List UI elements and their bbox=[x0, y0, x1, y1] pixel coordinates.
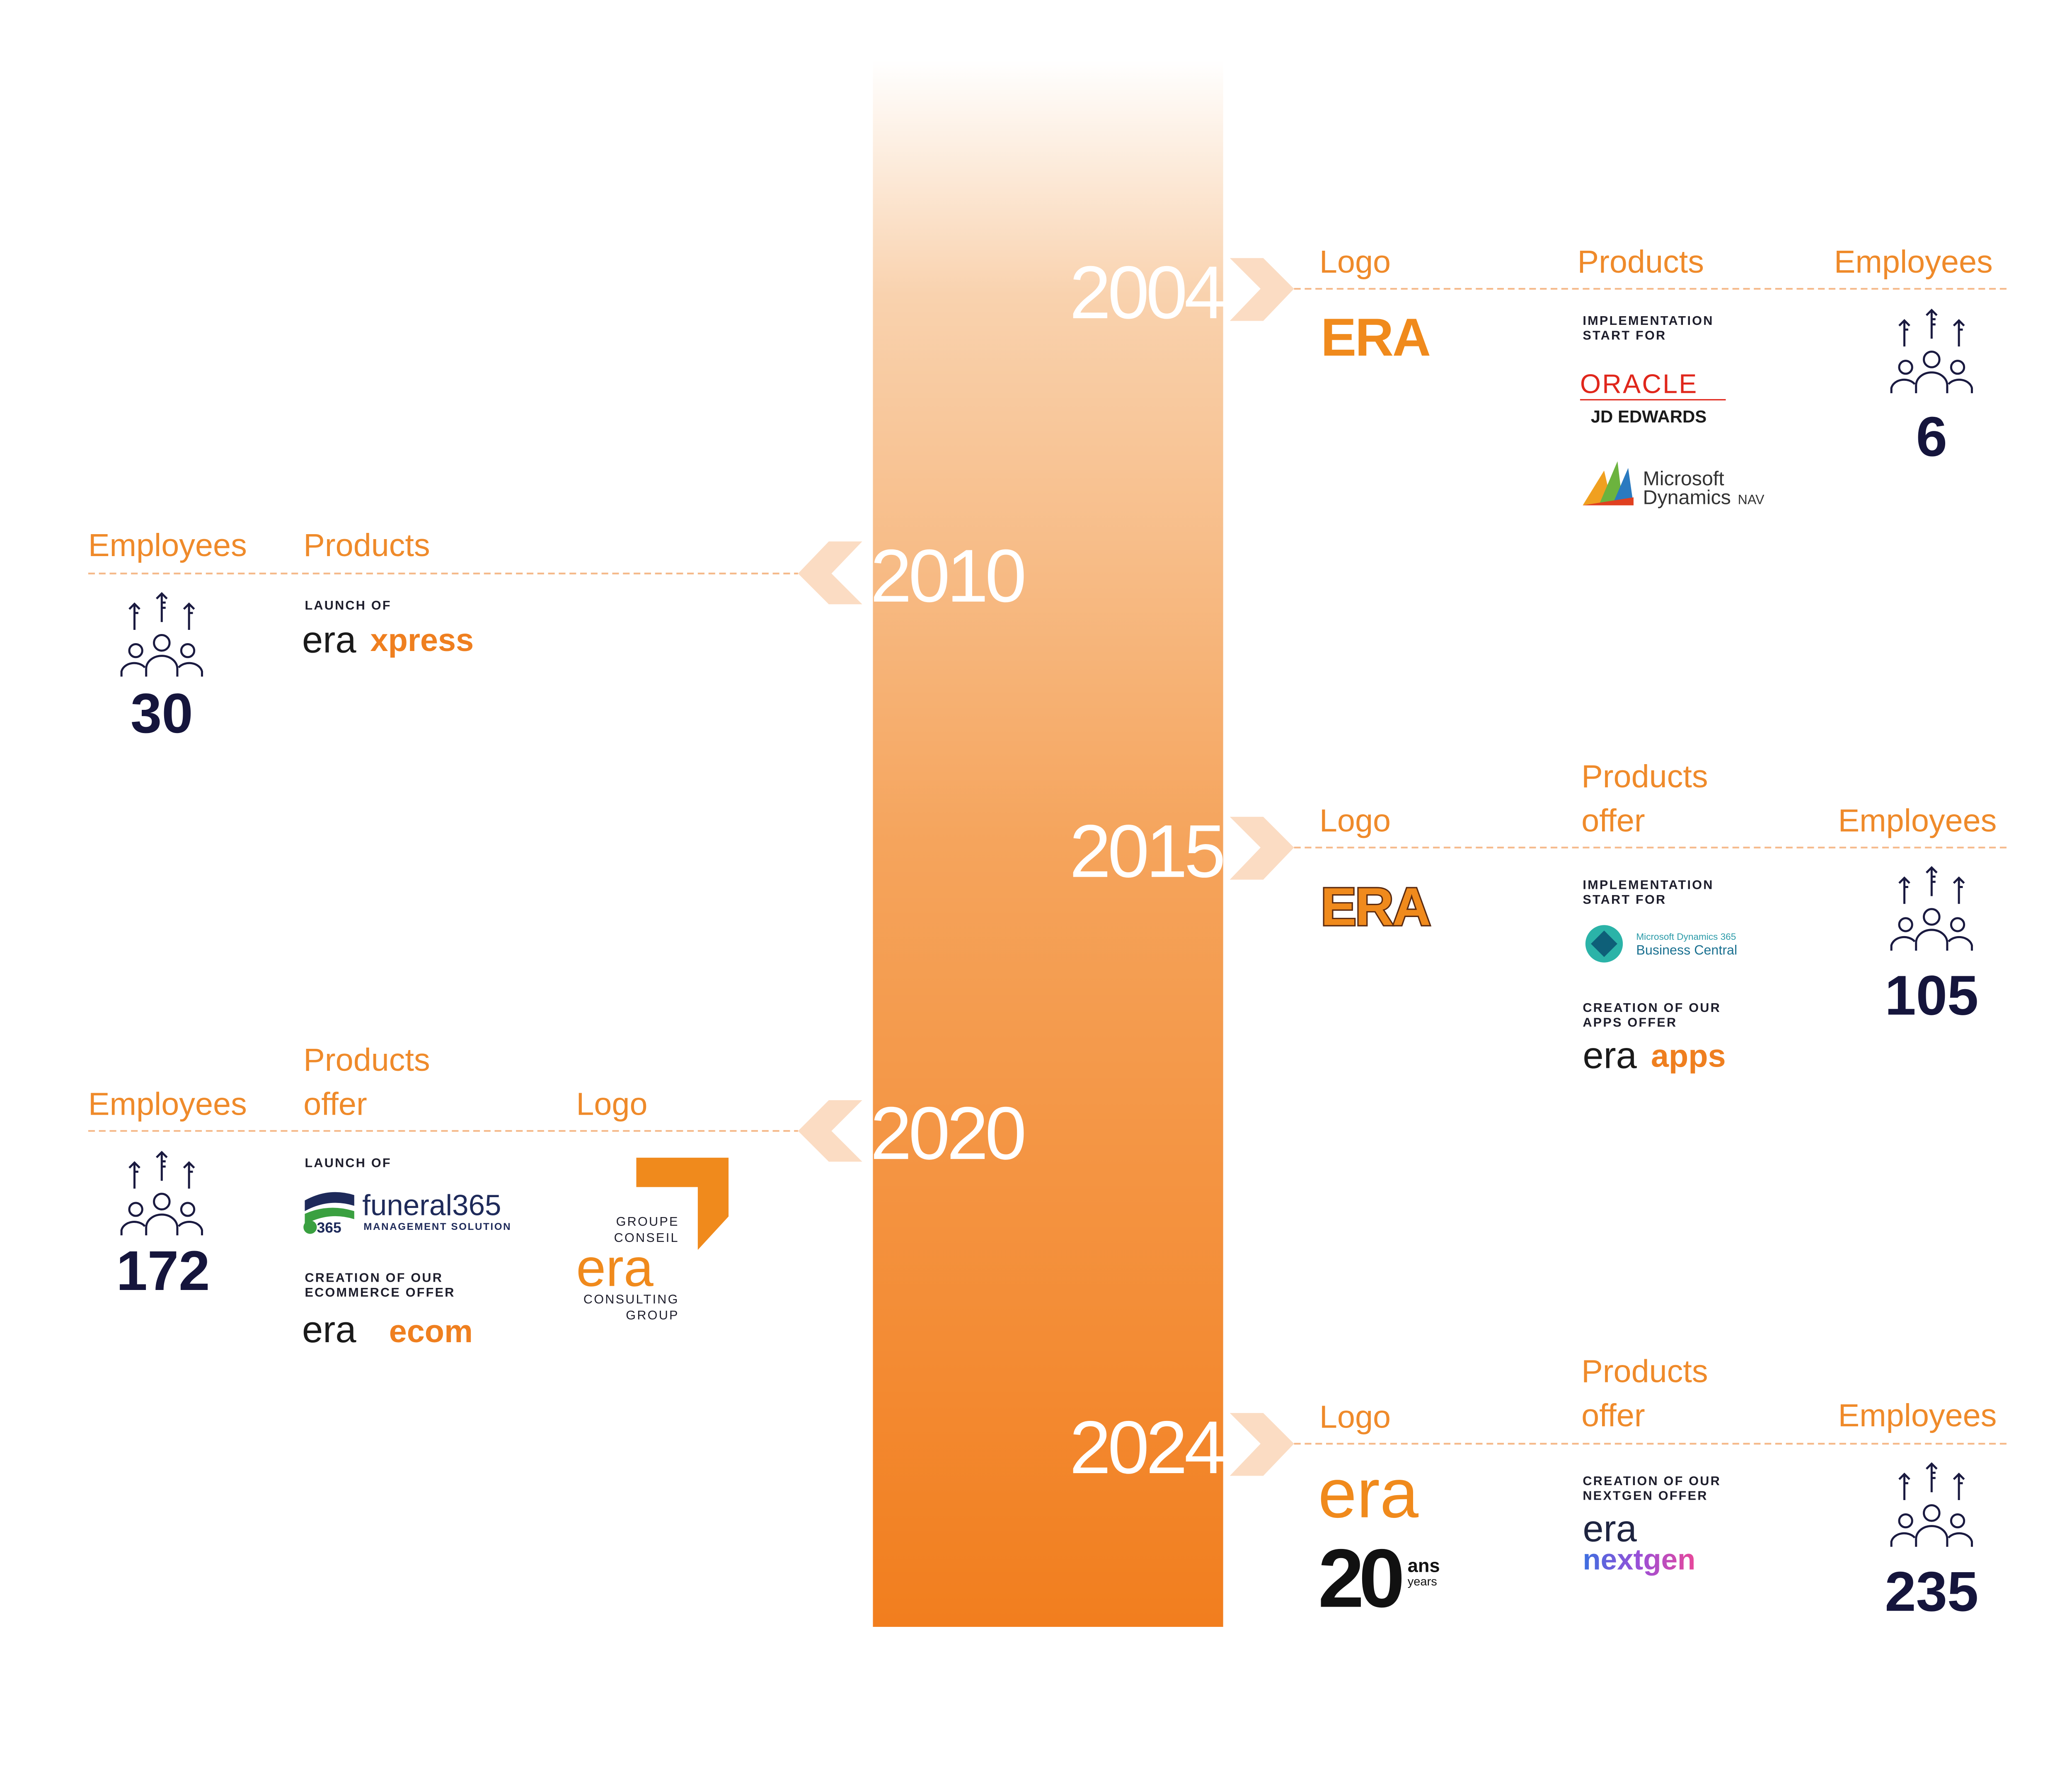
employees-icon bbox=[121, 593, 202, 677]
caption: IMPLEMENTATION bbox=[1583, 314, 1714, 328]
bc-text: Microsoft Dynamics 365 bbox=[1636, 932, 1736, 942]
year: 2015 bbox=[1070, 809, 1226, 893]
caption: CREATION OF OUR bbox=[305, 1271, 443, 1285]
caption: START FOR bbox=[1583, 329, 1666, 343]
logo-text: GROUPE bbox=[616, 1215, 679, 1229]
heading: Products bbox=[1577, 244, 1704, 280]
heading: offer bbox=[1581, 803, 1645, 839]
oracle-logo: ORACLE bbox=[1580, 369, 1698, 399]
employees-icon bbox=[1891, 1464, 1972, 1547]
heading: Employees bbox=[1838, 1398, 1997, 1433]
logo-anniversary: 20 bbox=[1318, 1532, 1402, 1625]
timeline-bar bbox=[873, 60, 1223, 1627]
brand: era bbox=[302, 619, 356, 661]
product: ecom bbox=[389, 1314, 473, 1349]
employee-count: 172 bbox=[116, 1239, 210, 1302]
ms-icon bbox=[1583, 461, 1634, 506]
chevron bbox=[798, 1100, 862, 1162]
caption: START FOR bbox=[1583, 893, 1666, 907]
product: apps bbox=[1651, 1038, 1726, 1074]
caption: ECOMMERCE OFFER bbox=[305, 1285, 455, 1300]
funeral-name: funeral365 bbox=[362, 1189, 501, 1222]
funeral-tagline: MANAGEMENT SOLUTION bbox=[363, 1221, 511, 1232]
heading: Logo bbox=[1319, 803, 1391, 839]
year: 2020 bbox=[870, 1091, 1026, 1175]
heading: Logo bbox=[1319, 1399, 1391, 1435]
logo-text: GROUP bbox=[626, 1308, 679, 1322]
heading: Employees bbox=[1834, 244, 1993, 280]
chevron bbox=[1230, 817, 1294, 880]
caption: IMPLEMENTATION bbox=[1583, 878, 1714, 892]
bc-text: Business Central bbox=[1636, 942, 1737, 957]
logo: era bbox=[576, 1238, 654, 1297]
logo-text: years bbox=[1408, 1575, 1437, 1588]
chevron bbox=[798, 541, 862, 605]
brand: era bbox=[302, 1309, 356, 1350]
logo-text: CONSEIL bbox=[614, 1231, 679, 1245]
year: 2004 bbox=[1070, 251, 1226, 334]
caption: APPS OFFER bbox=[1583, 1016, 1677, 1030]
logo: ERA bbox=[1321, 307, 1430, 367]
funeral-badge: 365 bbox=[317, 1219, 341, 1236]
oracle-product: JD EDWARDS bbox=[1591, 407, 1707, 426]
logo: era bbox=[1318, 1454, 1419, 1532]
caption: NEXTGEN OFFER bbox=[1583, 1489, 1708, 1503]
brand: era bbox=[1583, 1035, 1637, 1077]
heading: Employees bbox=[88, 528, 247, 563]
employees-icon bbox=[1891, 868, 1972, 951]
chevron bbox=[1230, 258, 1294, 321]
logo-text: ans bbox=[1408, 1555, 1440, 1576]
ms-text: Dynamics bbox=[1643, 486, 1731, 508]
year: 2024 bbox=[1070, 1406, 1226, 1489]
caption: CREATION OF OUR bbox=[1583, 1001, 1721, 1015]
caption: CREATION OF OUR bbox=[1583, 1474, 1721, 1488]
employee-count: 235 bbox=[1885, 1560, 1978, 1623]
bc-icon bbox=[1585, 925, 1623, 963]
employee-count: 6 bbox=[1916, 405, 1947, 468]
employees-icon bbox=[121, 1152, 202, 1236]
heading: Employees bbox=[88, 1086, 247, 1122]
logo: ERA bbox=[1321, 877, 1430, 937]
caption: LAUNCH OF bbox=[305, 598, 391, 612]
ms-text: NAV bbox=[1738, 492, 1765, 507]
employee-count: 30 bbox=[131, 682, 193, 745]
heading: Products bbox=[1581, 1354, 1708, 1389]
heading: Products bbox=[303, 1042, 430, 1078]
chevron bbox=[1230, 1413, 1294, 1476]
heading: Logo bbox=[1319, 244, 1391, 280]
heading: Employees bbox=[1838, 803, 1997, 839]
heading: offer bbox=[303, 1086, 367, 1122]
logo-text: CONSULTING bbox=[583, 1292, 679, 1306]
funeral-icon bbox=[303, 1192, 354, 1234]
heading: Products bbox=[303, 528, 430, 563]
heading: Products bbox=[1581, 759, 1708, 794]
brand: era bbox=[1583, 1508, 1637, 1550]
employees-icon bbox=[1891, 310, 1972, 393]
ms-text: Microsoft bbox=[1643, 467, 1725, 490]
product: xpress bbox=[370, 622, 474, 658]
employee-count: 105 bbox=[1885, 964, 1978, 1027]
logo-arrow bbox=[636, 1157, 729, 1250]
product: nextgen bbox=[1583, 1543, 1695, 1576]
caption: LAUNCH OF bbox=[305, 1156, 391, 1170]
heading: Logo bbox=[576, 1086, 647, 1122]
year: 2010 bbox=[870, 534, 1026, 618]
heading: offer bbox=[1581, 1398, 1645, 1433]
